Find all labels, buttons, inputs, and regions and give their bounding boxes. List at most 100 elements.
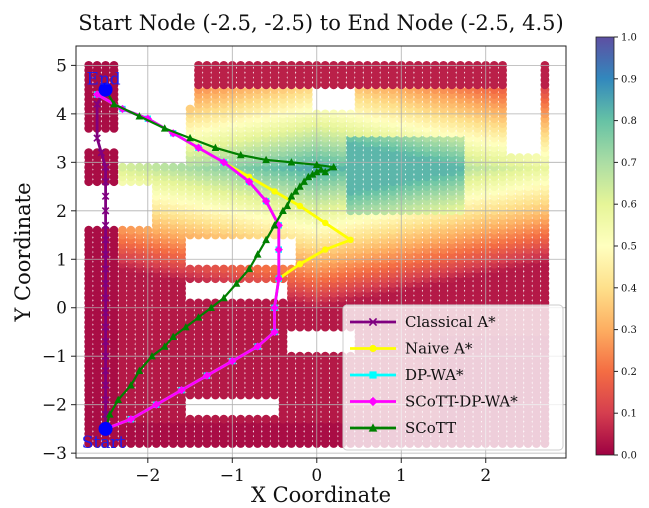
y-axis-label: Y Coordinate: [11, 182, 35, 322]
series-point: [207, 303, 216, 311]
series-point: [211, 143, 220, 151]
heatmap-cell: [270, 264, 279, 274]
heatmap-cell: [219, 264, 229, 274]
heatmap-cell: [244, 414, 254, 424]
axis-ticks: −2 −1 0 1 2 −3 −2 −1 0 1 2 3 4 5: [42, 56, 491, 486]
series-point: [181, 322, 190, 331]
series-point: [101, 381, 110, 390]
heatmap-cell: [211, 414, 220, 424]
series-point: [194, 143, 203, 152]
x-tick-label: 2: [480, 466, 491, 486]
heatmap-cell: [92, 225, 102, 235]
heatmap-cell: [261, 298, 271, 308]
heatmap-cell: [253, 298, 262, 308]
legend: Classical A* Naive A* DP-WA* SCoTT-DP-WA* SC…: [342, 304, 564, 451]
heatmap-cell: [219, 414, 229, 424]
series-point: [169, 332, 177, 341]
colorbar-tick-label: 0.7: [621, 158, 637, 169]
series-point: [296, 182, 304, 190]
heatmap-cell: [261, 414, 271, 424]
series-point: [160, 124, 169, 132]
colorbar-tick-label: 0.6: [621, 200, 637, 211]
series-point: [97, 148, 106, 157]
series-point: [321, 167, 330, 176]
series-point: [270, 221, 279, 229]
heatmap-cell: [194, 414, 203, 424]
series-point: [101, 265, 110, 273]
heatmap-cell: [202, 298, 212, 308]
x-tick-label: −1: [220, 466, 245, 486]
colorbar-gradient: [595, 36, 615, 456]
heatmap-cell: [185, 104, 195, 114]
series-point: [194, 313, 203, 321]
series-point: [127, 381, 135, 389]
heatmap-cell: [185, 264, 195, 274]
legend-swatch-marker: [368, 423, 378, 432]
series-point: [110, 100, 118, 108]
y-tick-label: 2: [56, 202, 67, 222]
heatmap-cell: [515, 153, 524, 162]
series-point: [101, 207, 110, 215]
y-tick-label: 3: [56, 153, 67, 173]
colorbar-tick-label: 0.1: [621, 409, 637, 420]
series-point: [101, 236, 110, 244]
series-point: [101, 396, 110, 404]
series-point: [312, 167, 321, 176]
legend-label: SCoTT: [405, 419, 456, 437]
start-node-label: Start: [82, 433, 126, 453]
legend-box: [342, 304, 564, 451]
heatmap-cell: [84, 148, 94, 158]
series-point: [308, 170, 317, 178]
heatmap-cell: [270, 414, 279, 424]
heatmap-cell: [185, 298, 195, 308]
series-point: [317, 165, 325, 173]
series-point: [101, 337, 110, 346]
series-point: [101, 250, 110, 259]
heatmap-cell: [278, 264, 288, 274]
series-point: [245, 177, 254, 186]
series-point: [245, 173, 253, 181]
y-tick-label: 4: [56, 105, 67, 125]
y-tick-label: −3: [42, 444, 67, 464]
x-tick-label: 1: [396, 466, 407, 486]
series-point: [283, 201, 292, 210]
heatmap-cell: [236, 264, 246, 274]
series-point: [296, 202, 304, 210]
series-point: [101, 294, 110, 302]
series-point: [322, 246, 329, 253]
series-point: [253, 342, 262, 351]
path-series: [92, 85, 354, 434]
heatmap-cell: [151, 162, 161, 172]
series-point: [261, 196, 271, 206]
legend-entry: Naive A*: [350, 340, 473, 358]
legend-entry: SCoTT: [350, 419, 456, 437]
heatmap-cell: [194, 264, 203, 274]
series-point: [101, 366, 110, 375]
plot-frame: [75, 45, 567, 459]
series-point: [304, 172, 313, 181]
y-tick-label: 1: [56, 250, 67, 270]
heatmap-cell: [236, 298, 246, 308]
heatmap-cell: [253, 414, 262, 424]
series-point: [232, 279, 241, 287]
series-point: [101, 221, 110, 230]
series-point: [126, 415, 136, 424]
heatmap-cell: [109, 148, 119, 158]
legend-swatch-marker: [368, 317, 378, 327]
legend-entry: SCoTT-DP-WA*: [350, 393, 518, 411]
y-tick-label: −2: [42, 396, 67, 416]
series-point: [262, 155, 270, 164]
heatmap-cell: [118, 225, 127, 235]
colorbar-tick-label: 0.0: [621, 451, 637, 462]
legend-swatch-marker: [368, 396, 378, 407]
series-point: [262, 235, 270, 244]
series-point: [152, 400, 161, 409]
series-scott: [101, 85, 338, 433]
series-point: [287, 192, 296, 200]
series-point: [274, 245, 283, 254]
series-point: [271, 188, 278, 195]
series-point: [101, 352, 110, 360]
colorbar-tick-label: 0.5: [621, 242, 637, 253]
legend-label: Classical A*: [405, 313, 496, 331]
